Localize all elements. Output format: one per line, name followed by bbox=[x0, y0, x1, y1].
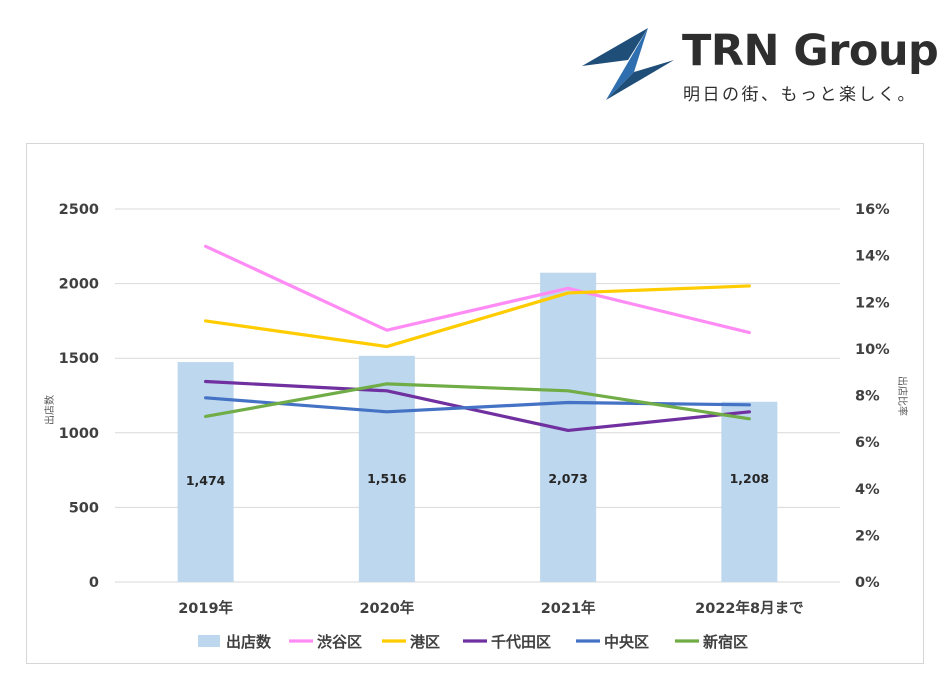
y2-tick-label: 2% bbox=[855, 528, 880, 544]
logo-wing-upper bbox=[582, 28, 648, 66]
y2-tick-label: 16% bbox=[855, 202, 890, 218]
right-axis-title: 出店比率 bbox=[896, 376, 909, 416]
category-label-3: 2022年8月まで bbox=[695, 599, 803, 617]
gridlines bbox=[115, 208, 840, 583]
y-tick-label: 500 bbox=[69, 500, 99, 516]
logo-wing-lower bbox=[606, 28, 648, 100]
left-axis-ticks: 0 500 1000 1500 2000 2500 bbox=[59, 202, 99, 591]
trn-group-logo: TRN Group 明日の街、もっと楽しく。 bbox=[572, 22, 939, 112]
category-label-0: 2019年 bbox=[178, 599, 233, 617]
y-tick-label: 0 bbox=[89, 575, 99, 591]
y2-tick-label: 8% bbox=[855, 389, 880, 405]
logo-tail bbox=[606, 60, 674, 100]
y2-tick-label: 10% bbox=[855, 342, 890, 358]
bar-3 bbox=[721, 401, 778, 582]
y-tick-label: 2000 bbox=[59, 277, 99, 293]
y2-tick-label: 4% bbox=[855, 482, 880, 498]
paper-plane-logo-icon bbox=[582, 28, 674, 100]
logo-wordmark: TRN Group bbox=[682, 26, 939, 76]
bar-data-label-1: 1,516 bbox=[367, 471, 407, 486]
line-series-0 bbox=[204, 244, 751, 335]
logo-tagline: 明日の街、もっと楽しく。 bbox=[683, 85, 917, 105]
legend-label-5: 新宿区 bbox=[703, 633, 748, 651]
category-axis: 2019年 2020年 2021年 2022年8月まで bbox=[178, 599, 803, 617]
category-label-2: 2021年 bbox=[541, 599, 596, 617]
category-label-1: 2020年 bbox=[359, 599, 414, 617]
legend-label-1: 渋谷区 bbox=[317, 633, 362, 651]
y2-tick-label: 12% bbox=[855, 295, 890, 311]
legend-label-2: 港区 bbox=[410, 633, 440, 651]
right-axis-ticks: 0% 2% 4% 6% 8% 10% 12% 14% 16% bbox=[855, 202, 890, 591]
y2-tick-label: 0% bbox=[855, 575, 880, 591]
legend-swatch-0 bbox=[198, 635, 220, 647]
y2-tick-label: 6% bbox=[855, 435, 880, 451]
y2-tick-label: 14% bbox=[855, 249, 890, 265]
y-tick-label: 2500 bbox=[59, 202, 99, 218]
bar-data-labels: 1,474 1,516 2,073 1,208 bbox=[186, 471, 769, 488]
bar-data-label-0: 1,474 bbox=[186, 473, 226, 488]
y-tick-label: 1500 bbox=[59, 351, 99, 367]
chart-area: 1,474 1,516 2,073 1,208 0 500 1000 1500 2000 250… bbox=[26, 143, 924, 664]
legend-label-0: 出店数 bbox=[226, 633, 272, 651]
line-series-1 bbox=[204, 284, 751, 349]
bar-data-label-2: 2,073 bbox=[548, 471, 588, 486]
line-series-4 bbox=[204, 382, 751, 421]
left-axis-title: 出店数 bbox=[43, 395, 56, 425]
line-series-2 bbox=[204, 379, 751, 433]
legend: 出店数 渋谷区 港区 千代田区 中央区 新宿区 bbox=[198, 633, 748, 651]
legend-label-3: 千代田区 bbox=[491, 633, 551, 651]
store-opening-chart: 1,474 1,516 2,073 1,208 0 500 1000 1500 2000 250… bbox=[43, 202, 909, 651]
legend-label-4: 中央区 bbox=[604, 633, 649, 651]
bar-data-label-3: 1,208 bbox=[730, 471, 770, 486]
line-series bbox=[204, 244, 751, 433]
y-tick-label: 1000 bbox=[59, 426, 99, 442]
